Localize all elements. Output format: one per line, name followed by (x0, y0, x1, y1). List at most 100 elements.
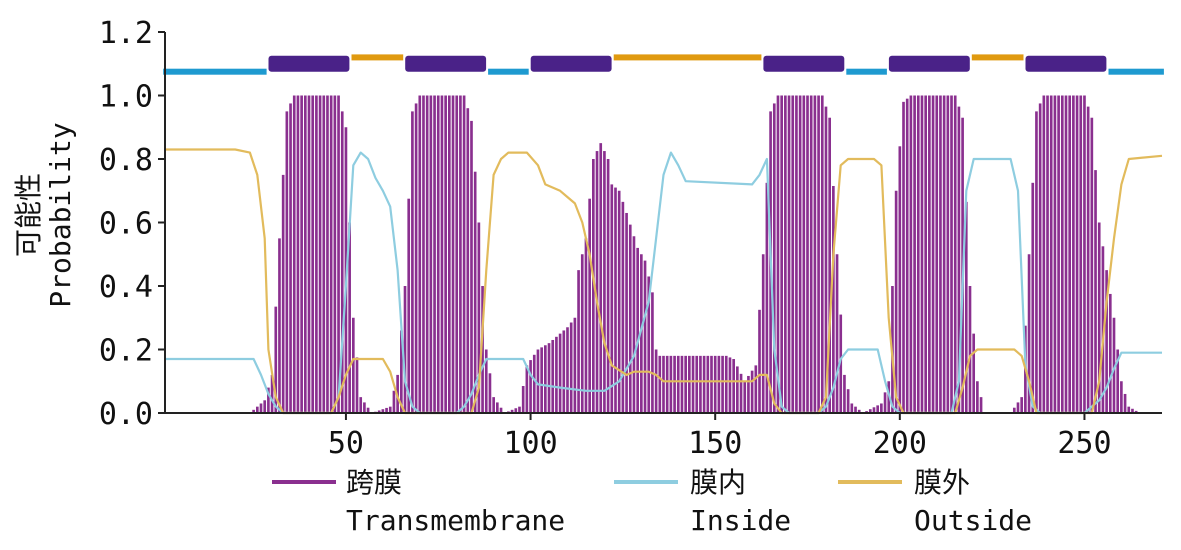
tm-bar (1049, 95, 1053, 413)
tm-bar (721, 355, 724, 413)
tm-bar (444, 95, 447, 413)
y-axis-title-cn: 可能性 (12, 173, 45, 257)
tm-bar (322, 95, 326, 413)
tm-bar (728, 357, 732, 413)
tm-bar (754, 365, 758, 414)
legend-label-en-transmembrane: Transmembrane (346, 504, 565, 537)
tm-bar (473, 171, 477, 413)
tm-bar (425, 95, 429, 413)
series-inside-line (165, 151, 1162, 415)
tm-bar (1060, 95, 1064, 413)
tm-bar (1112, 317, 1116, 413)
tm-bar (274, 306, 278, 413)
tm-bar (791, 95, 795, 413)
tm-bar (772, 103, 776, 413)
tm-bar (440, 95, 444, 413)
tm-bar (1046, 95, 1049, 413)
tm-bar (289, 103, 292, 413)
plot-area (165, 95, 1163, 415)
y-tick-label: 0.8 (99, 143, 153, 178)
tm-bar (407, 198, 411, 413)
tm-bar (935, 95, 939, 413)
tm-bar (780, 95, 783, 413)
tm-bar (433, 95, 436, 413)
tm-bar (547, 343, 551, 413)
tm-bar (673, 355, 676, 413)
tm-bar (636, 247, 639, 413)
tm-bar (905, 98, 909, 414)
tm-bar (643, 260, 647, 413)
tm-bar (451, 95, 455, 413)
tm-bar (979, 397, 983, 414)
tm-bar (363, 402, 366, 413)
tm-bar (832, 185, 835, 413)
y-tick-label: 0.2 (99, 334, 153, 369)
tm-bar (366, 407, 370, 413)
tm-bar (1120, 381, 1123, 413)
tm-bar (573, 317, 577, 413)
tm-bar (569, 322, 573, 413)
tm-bar (632, 236, 636, 413)
tm-bar (706, 355, 710, 413)
tm-bar (828, 117, 831, 413)
tm-bar (1131, 408, 1134, 413)
tm-bar (916, 95, 920, 413)
tm-bar (898, 146, 902, 414)
topology-inside-segment (488, 68, 529, 75)
topology-tm-segment (888, 55, 970, 72)
tm-bar (1035, 111, 1038, 414)
tm-bar (1020, 397, 1024, 414)
tm-bar (1097, 222, 1101, 413)
tm-bar (377, 410, 381, 413)
tm-bar (813, 95, 817, 413)
tm-bar (470, 120, 473, 414)
tm-bar (617, 190, 621, 413)
x-tick-label: 150 (688, 426, 742, 461)
tm-bar (315, 95, 318, 413)
legend-item-outside: 膜外 Outside (838, 466, 1032, 537)
x-tick-label: 200 (873, 426, 927, 461)
tm-bar (252, 409, 255, 413)
tm-bar (1027, 254, 1031, 413)
tm-bar (311, 95, 315, 413)
tm-bar (684, 355, 687, 413)
tm-bar (806, 95, 809, 413)
tm-bar (1012, 407, 1016, 413)
tm-bar (333, 95, 337, 413)
tm-bar (750, 370, 754, 413)
legend-item-inside: 膜内 Inside (614, 466, 791, 537)
tm-bar (946, 95, 950, 413)
tm-bar (747, 375, 750, 413)
tm-bar (292, 95, 296, 413)
legend-item-transmembrane: 跨膜 Transmembrane (272, 466, 565, 537)
tm-bar (1079, 95, 1083, 413)
y-tick-label: 1.0 (99, 80, 153, 115)
tm-bar (484, 349, 488, 413)
tm-bar (584, 238, 588, 414)
tm-bar (817, 95, 820, 413)
topology-tm-segment (1025, 55, 1107, 72)
tm-bar (285, 111, 289, 414)
legend-label-en-inside: Inside (690, 504, 791, 537)
tm-bar (1016, 402, 1020, 413)
tm-bar (303, 95, 307, 413)
tm-bar (551, 339, 555, 413)
tm-bar (414, 103, 418, 413)
tm-bar (665, 355, 669, 413)
tm-bar (1090, 117, 1094, 413)
series-outside-line (165, 148, 1163, 415)
tm-bar (614, 187, 617, 413)
y-tick-label: 0.4 (99, 270, 153, 305)
tm-bar (488, 373, 492, 413)
tm-bar (459, 95, 462, 413)
tm-bar (846, 389, 850, 413)
tm-bar (1031, 182, 1035, 413)
tm-bar (669, 355, 673, 413)
tm-bar (326, 95, 329, 413)
tm-bar (422, 95, 425, 413)
tm-bar (809, 95, 813, 413)
tm-bar (765, 182, 769, 413)
tm-bar (894, 190, 898, 413)
tm-bar (518, 406, 521, 413)
tm-bar (713, 355, 717, 413)
